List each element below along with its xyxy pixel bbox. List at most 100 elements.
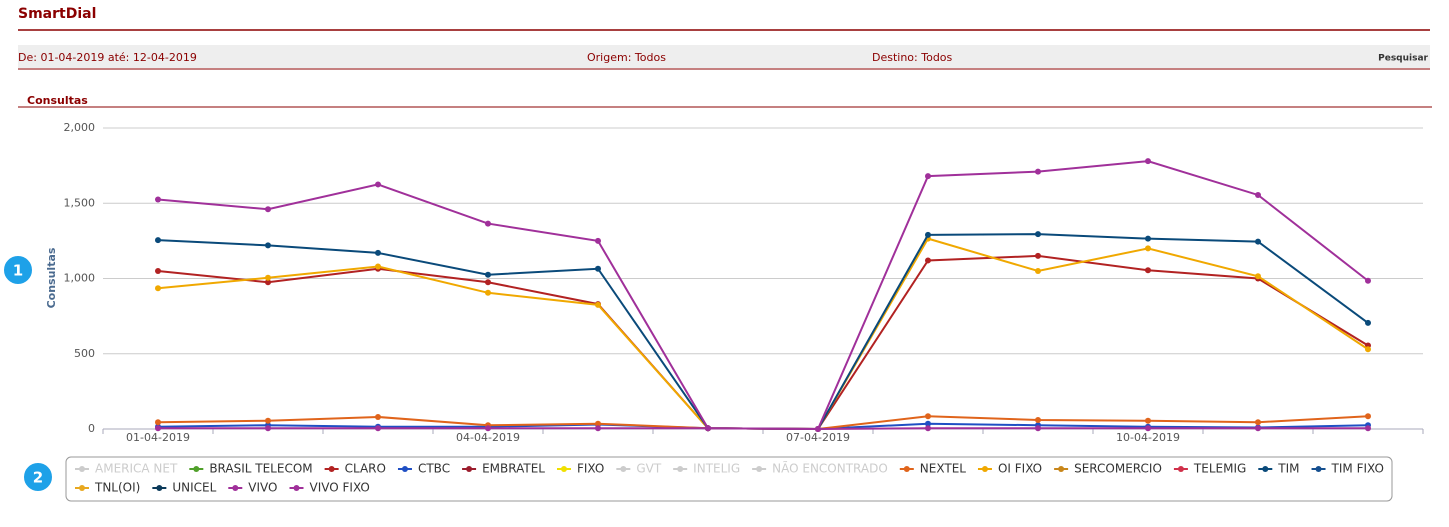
legend-item[interactable]: FIXO <box>577 462 604 476</box>
data-point <box>265 242 271 249</box>
data-point <box>155 419 161 426</box>
data-point <box>1035 168 1041 175</box>
legend-item[interactable]: TIM <box>1277 462 1299 476</box>
legend-item[interactable]: GVT <box>636 462 662 476</box>
data-point <box>815 426 821 432</box>
legend-dot <box>1262 466 1269 472</box>
data-point <box>155 196 161 203</box>
data-point <box>1365 413 1371 420</box>
legend-item[interactable]: EMBRATEL <box>482 462 545 476</box>
legend-item[interactable]: VIVO <box>248 481 277 495</box>
data-point <box>595 265 601 272</box>
series-line <box>157 160 1369 431</box>
x-tick-label: 04-04-2019 <box>456 431 520 444</box>
period-filter: De: 01-04-2019 até: 12-04-2019 <box>18 51 197 64</box>
data-point <box>595 425 601 432</box>
y-tick-label: 0 <box>88 422 95 435</box>
data-point <box>155 425 161 432</box>
legend-item[interactable]: CLARO <box>345 462 386 476</box>
x-tick-label: 01-04-2019 <box>126 431 190 444</box>
data-point <box>925 173 931 180</box>
data-point <box>1035 416 1041 423</box>
data-point <box>375 413 381 420</box>
legend-item[interactable]: BRASIL TELECOM <box>209 462 312 476</box>
legend-item[interactable]: TNL(OI) <box>94 481 140 495</box>
data-point <box>485 271 491 278</box>
badge <box>22 461 54 493</box>
y-tick-label: 1,500 <box>64 196 96 209</box>
data-point <box>1255 191 1261 198</box>
legend-dot <box>1177 466 1184 472</box>
data-point <box>1365 425 1371 432</box>
data-point <box>1255 238 1261 245</box>
data-point <box>485 279 491 286</box>
legend-dot <box>560 466 567 472</box>
search-button[interactable]: Pesquisar <box>1378 54 1428 64</box>
legend-item[interactable]: INTELIG <box>693 462 740 476</box>
data-point <box>925 257 931 264</box>
legend-item[interactable]: AMERICA NET <box>95 462 178 476</box>
origin-filter: Origem: Todos <box>587 51 666 64</box>
legend-dot <box>232 485 239 491</box>
data-point <box>1035 425 1041 432</box>
data-point <box>265 206 271 213</box>
data-point <box>375 249 381 256</box>
data-point <box>1145 245 1151 252</box>
legend-dot <box>677 466 684 472</box>
legend-dot <box>328 466 335 472</box>
legend-dot <box>79 485 85 491</box>
legend-item[interactable]: CTBC <box>418 462 450 476</box>
legend-item[interactable]: TIM FIXO <box>1331 462 1384 476</box>
legend-item[interactable]: OI FIXO <box>998 462 1042 476</box>
legend-item[interactable]: UNICEL <box>172 481 216 495</box>
data-point <box>1365 319 1371 326</box>
data-point <box>925 413 931 420</box>
legend-dot <box>756 466 763 472</box>
data-point <box>705 425 711 432</box>
x-tick-label: 10-04-2019 <box>1116 431 1180 444</box>
legend-dot <box>293 485 300 491</box>
legend-item[interactable]: NEXTEL <box>920 462 966 476</box>
legend-item[interactable]: SERCOMERCIO <box>1074 462 1162 476</box>
data-point <box>375 263 381 270</box>
badge <box>2 254 34 286</box>
data-point <box>155 285 161 292</box>
destination-filter: Destino: Todos <box>872 51 953 64</box>
legend-dot <box>79 466 85 472</box>
app-title: SmartDial <box>18 6 96 22</box>
data-point <box>265 279 271 286</box>
data-point <box>265 274 271 281</box>
data-point <box>1145 417 1151 424</box>
data-point <box>595 420 601 427</box>
data-point <box>265 425 271 432</box>
legend-dot <box>193 466 200 472</box>
data-point <box>1255 419 1261 426</box>
badge-label: 2 <box>33 469 43 487</box>
legend-item[interactable]: NÃO ENCONTRADO <box>772 461 888 476</box>
y-tick-label: 1,000 <box>64 272 96 285</box>
legend-dot <box>401 466 408 472</box>
data-point <box>1145 158 1151 165</box>
data-point <box>375 181 381 188</box>
data-point <box>925 231 931 238</box>
data-point <box>1365 277 1371 284</box>
legend-dot <box>620 466 627 472</box>
data-point <box>485 425 491 432</box>
data-point <box>1255 425 1261 432</box>
data-point <box>155 237 161 244</box>
y-tick-label: 500 <box>74 347 95 360</box>
legend-item[interactable]: VIVO FIXO <box>310 481 370 495</box>
legend-dot <box>1315 466 1322 472</box>
legend-dot <box>466 466 473 472</box>
series-line <box>158 427 1368 431</box>
data-point <box>1145 267 1151 274</box>
series-line <box>157 254 1369 431</box>
series-line <box>157 233 1369 431</box>
x-tick-label: 07-04-2019 <box>786 431 850 444</box>
legend-dot <box>1058 466 1065 472</box>
legend-dot <box>903 466 910 472</box>
legend-item[interactable]: TELEMIG <box>1193 462 1246 476</box>
data-point <box>155 267 161 274</box>
filter-bar <box>18 45 1430 68</box>
